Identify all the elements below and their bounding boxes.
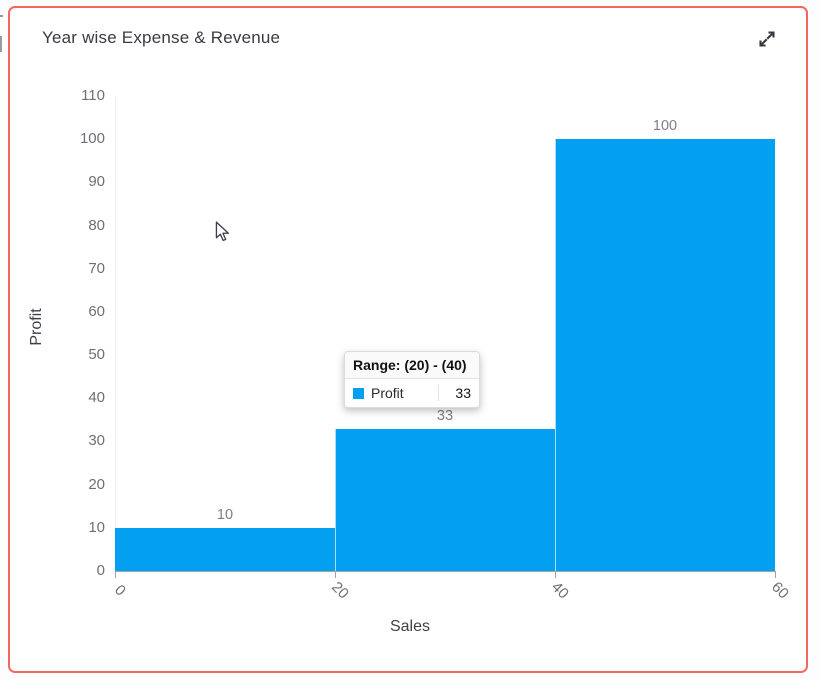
y-tick-label: 50 <box>88 346 105 364</box>
x-tick-label: 60 <box>768 578 792 603</box>
y-axis-title: Profit <box>28 308 45 346</box>
y-tick-label: 60 <box>88 302 105 320</box>
series-swatch-icon <box>353 387 364 399</box>
screen-edge-artifact <box>0 36 2 52</box>
bar-value-label: 10 <box>216 506 234 523</box>
x-tick-label: 0 <box>111 581 129 600</box>
tooltip-value: 33 <box>438 385 479 401</box>
tooltip-range-header: Range: (20) - (40) <box>345 352 479 379</box>
x-tickmark <box>555 571 556 578</box>
expand-icon <box>756 28 778 50</box>
tooltip-row: Profit 33 <box>345 379 479 407</box>
y-tick-label: 0 <box>96 562 105 579</box>
y-tick-label: 110 <box>81 87 105 104</box>
histogram-bar[interactable] <box>335 428 555 571</box>
histogram-bar[interactable] <box>555 139 775 571</box>
x-tickmark <box>335 571 336 578</box>
x-axis-title: Sales <box>389 618 431 635</box>
y-tick-label: 70 <box>88 259 105 277</box>
bar-value-label: 100 <box>652 118 678 135</box>
y-tick-label: 40 <box>88 389 105 407</box>
x-tick-label: 40 <box>548 578 572 603</box>
y-tick-label: 80 <box>88 216 105 234</box>
x-axis-line <box>115 571 776 572</box>
tooltip-series-cell: Profit <box>345 385 438 401</box>
bar-value-label: 33 <box>436 407 454 424</box>
screen-edge-artifact <box>0 15 3 17</box>
y-tick-label: 100 <box>79 130 105 148</box>
y-tick-label: 20 <box>88 475 105 493</box>
y-tick-label: 90 <box>88 173 105 191</box>
chart-title: Year wise Expense & Revenue <box>42 28 281 47</box>
x-tick-label: 20 <box>328 578 352 603</box>
expand-button[interactable] <box>754 26 780 52</box>
x-tickmark <box>775 571 776 578</box>
histogram-bar[interactable] <box>115 527 335 571</box>
y-axis-line <box>115 96 116 571</box>
tooltip-series-label: Profit <box>371 385 404 401</box>
x-tickmark <box>115 571 116 578</box>
y-tick-label: 30 <box>88 432 105 450</box>
y-tick-label: 10 <box>88 518 105 536</box>
tooltip: Range: (20) - (40) Profit 33 <box>344 351 480 408</box>
